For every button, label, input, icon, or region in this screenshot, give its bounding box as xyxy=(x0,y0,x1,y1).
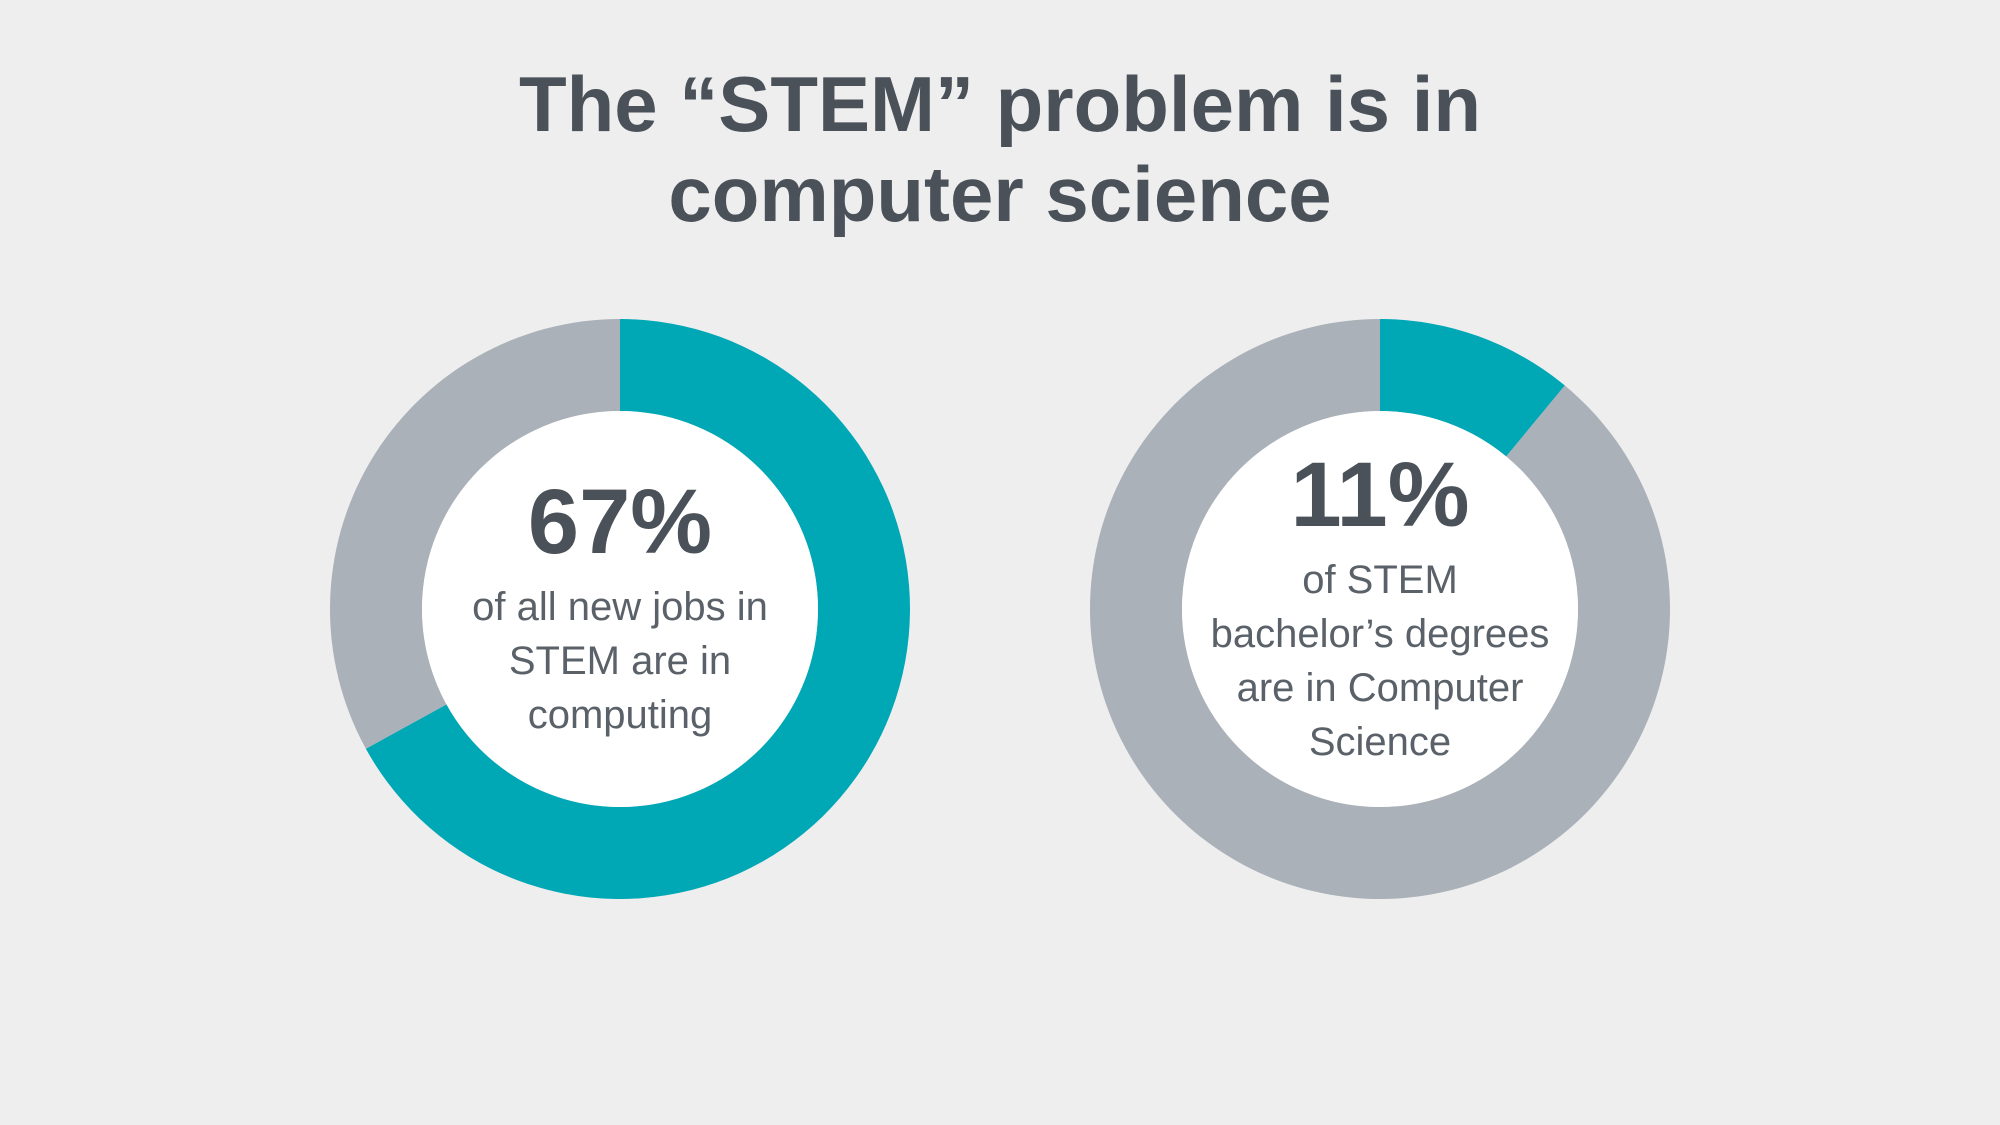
donut-center-degrees: 11% of STEM bachelor’s degrees are in Co… xyxy=(1190,449,1570,769)
donut-chart-jobs: 67% of all new jobs in STEM are in compu… xyxy=(330,319,910,899)
donut-percent-degrees: 11% xyxy=(1290,449,1469,541)
title-line-1: The “STEM” problem is in xyxy=(519,60,1481,148)
donut-center-jobs: 67% of all new jobs in STEM are in compu… xyxy=(430,476,810,742)
charts-container: 67% of all new jobs in STEM are in compu… xyxy=(0,319,2000,899)
donut-caption-degrees: of STEM bachelor’s degrees are in Comput… xyxy=(1190,553,1570,769)
donut-percent-jobs: 67% xyxy=(528,476,712,568)
donut-caption-jobs: of all new jobs in STEM are in computing xyxy=(430,580,810,742)
donut-chart-degrees: 11% of STEM bachelor’s degrees are in Co… xyxy=(1090,319,1670,899)
page-title: The “STEM” problem is in computer scienc… xyxy=(519,60,1481,239)
title-line-2: computer science xyxy=(668,150,1331,238)
